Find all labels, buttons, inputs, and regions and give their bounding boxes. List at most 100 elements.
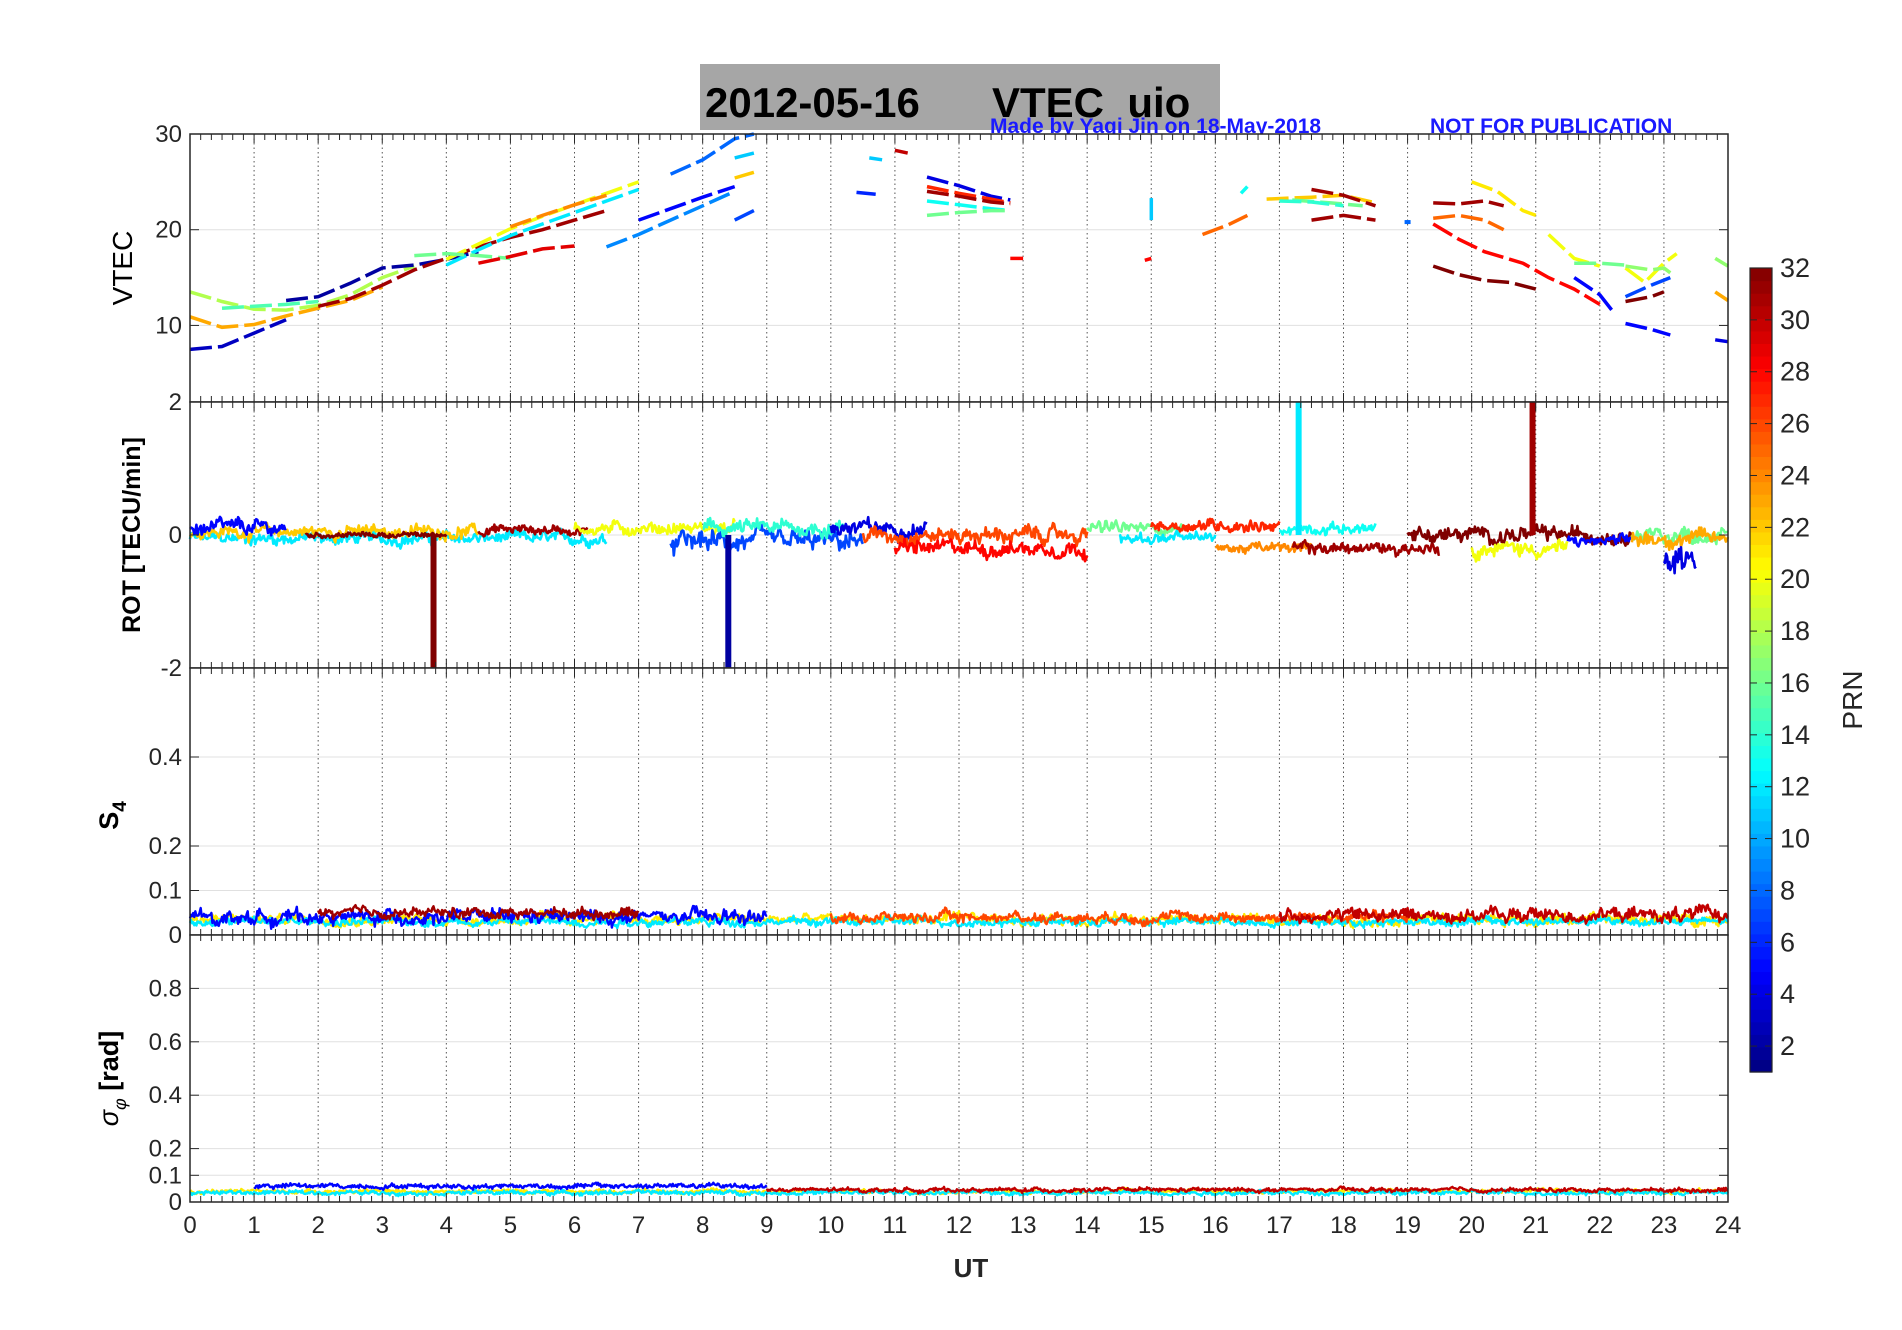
colorbar-band: [1750, 1034, 1772, 1048]
colorbar-band: [1750, 393, 1772, 407]
colorbar-band: [1750, 632, 1772, 646]
vtec-series-prn-16: [926, 208, 1011, 218]
colorbar-band: [1750, 594, 1772, 608]
series-prn-4: [1662, 546, 1697, 575]
colorbar-band: [1750, 871, 1772, 885]
colorbar-band: [1750, 958, 1772, 973]
colorbar-tick-label: 30: [1780, 305, 1810, 335]
panel-rot: -2 0 2 ROT [TECU/min]: [118, 389, 1730, 682]
series-prn-23: [1630, 526, 1730, 552]
colorbar-band: [1750, 418, 1772, 432]
y-axis-label: σφ [rad]: [94, 1031, 130, 1127]
x-tick-label: 7: [632, 1212, 645, 1239]
plot-area: [190, 935, 1728, 1202]
colorbar-tick-label: 28: [1780, 357, 1810, 387]
colorbar-band: [1750, 720, 1772, 734]
series-prn-22: [188, 521, 480, 544]
colorbar-tick-label: 16: [1780, 668, 1810, 698]
vtec-series-prn-17: [1714, 256, 1729, 268]
y-tick-label: 0.4: [149, 1082, 182, 1109]
vtec-series-prn-20: [1624, 252, 1678, 285]
vtec-series-prn-5: [638, 184, 736, 222]
x-tick-label: 11: [882, 1212, 907, 1239]
colorbar-tick-label: 32: [1780, 253, 1810, 283]
vtec-series-prn-21: [1471, 180, 1537, 218]
colorbar-band: [1750, 921, 1772, 935]
vtec-series-prn-4: [926, 175, 1011, 202]
y-tick-label: 20: [155, 217, 182, 244]
y-tick-label: 30: [155, 121, 182, 148]
colorbar-band: [1750, 757, 1772, 772]
series-prn-30: [765, 1185, 1729, 1195]
colorbar-band: [1750, 1009, 1772, 1023]
vtec-series-prn-7: [1624, 275, 1671, 299]
x-tick-label: 19: [1394, 1212, 1421, 1239]
colorbar-band: [1750, 670, 1772, 684]
x-tick-label: 20: [1458, 1212, 1485, 1239]
vtec-series-prn-28: [1432, 222, 1601, 306]
series-prn-5: [1566, 532, 1633, 548]
x-tick-label: 3: [376, 1212, 389, 1239]
x-tick-label: 0: [183, 1212, 196, 1239]
y-tick-label: 0.6: [149, 1029, 182, 1056]
vtec-series-prn-5: [1573, 276, 1614, 313]
colorbar-band: [1750, 318, 1772, 332]
title-date: 2012-05-16: [705, 79, 920, 126]
colorbar-label: PRN: [1837, 670, 1868, 729]
colorbar-band: [1750, 607, 1772, 621]
colorbar-band: [1750, 494, 1772, 508]
vtec-series-prn-12: [445, 187, 640, 267]
x-tick-label: 15: [1138, 1212, 1165, 1239]
colorbar-band: [1750, 833, 1772, 847]
vtec-series-prn-32: [1625, 290, 1665, 304]
colorbar-tick-label: 18: [1780, 616, 1810, 646]
colorbar-band: [1750, 971, 1772, 985]
series-group: [188, 402, 1730, 668]
series-prn-5: [253, 1181, 768, 1191]
vtec-series-prn-8: [669, 132, 755, 176]
y-tick-label: 0.1: [149, 878, 182, 905]
vtec-series-prn-25: [1201, 213, 1249, 237]
vtec-point: [1404, 220, 1411, 225]
colorbar-band: [1750, 732, 1772, 746]
series-prn-20: [1470, 538, 1569, 563]
x-tick-label: 14: [1074, 1212, 1101, 1239]
colorbar-tick-label: 2: [1780, 1031, 1795, 1061]
vtec-series-prn-16: [1292, 198, 1363, 208]
plot-area: [190, 668, 1728, 935]
y-tick-label: 0.2: [149, 833, 182, 860]
colorbar-band: [1750, 1046, 1772, 1061]
vtec-series-prn-5: [1625, 321, 1671, 337]
colorbar-band: [1750, 381, 1772, 395]
colorbar-band: [1750, 368, 1772, 382]
colorbar-band: [1750, 443, 1772, 458]
colorbar-band: [1750, 268, 1772, 282]
vtec-series-prn-17: [1625, 264, 1672, 275]
title-station: VTEC uio: [992, 79, 1190, 126]
y-tick-label: 0.8: [149, 975, 182, 1002]
vtec-series-prn-23: [1714, 290, 1729, 302]
vtec-series-prn-11: [734, 151, 755, 160]
colorbar-band: [1750, 845, 1772, 860]
vtec-series-prn-16: [414, 251, 511, 261]
colorbar-band: [1750, 770, 1772, 784]
vtec-series-prn-29: [478, 244, 575, 265]
colorbar-band: [1750, 481, 1772, 495]
vtec-series-prn-16: [1574, 261, 1626, 267]
colorbar-band: [1750, 506, 1772, 520]
vtec-series-prn-23: [189, 285, 383, 330]
x-tick-label: 16: [1202, 1212, 1229, 1239]
vtec-series-prn-27: [926, 184, 1011, 205]
colorbar-tick-label: 14: [1780, 720, 1810, 750]
x-tick-label: 21: [1522, 1212, 1549, 1239]
colorbar-band: [1750, 657, 1772, 671]
colorbar-band: [1750, 343, 1772, 357]
x-tick-label: 8: [696, 1212, 709, 1239]
vtec-series-prn-31: [926, 189, 1011, 206]
series-prn-31: [477, 523, 589, 538]
x-tick-label: 12: [946, 1212, 973, 1239]
y-tick-label: 10: [155, 312, 182, 339]
series-prn-24: [1214, 540, 1313, 555]
colorbar-band: [1750, 619, 1772, 633]
